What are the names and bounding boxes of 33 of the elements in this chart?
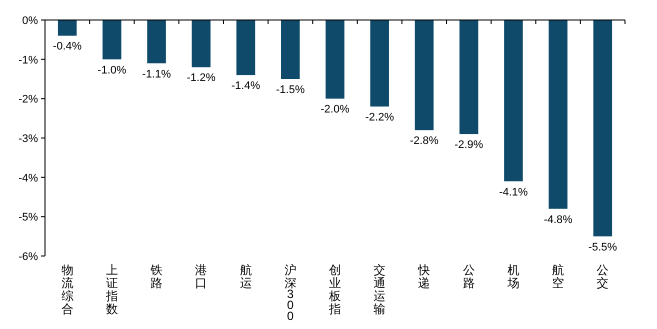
data-label: -1.2%	[186, 72, 216, 84]
data-label: -1.4%	[231, 80, 260, 92]
y-tick-label: -1%	[18, 54, 38, 66]
x-tick-label: 物流综合	[61, 263, 74, 316]
data-label: -5.5%	[588, 241, 618, 254]
data-label: -2.9%	[454, 139, 484, 152]
x-tick-label: 航空	[552, 263, 564, 290]
y-tick-label: -4%	[18, 172, 38, 184]
x-tick-label: 交通运输	[374, 263, 386, 316]
x-tick-label: 港口	[195, 263, 208, 290]
data-label: -2.0%	[320, 104, 350, 116]
x-tick-label: 快递	[417, 263, 430, 290]
x-tick-label: 公交	[596, 263, 609, 290]
data-label: -2.8%	[410, 135, 439, 148]
x-tick-label: 机场	[506, 263, 520, 290]
x-tick-label: 铁路	[150, 263, 163, 290]
data-label: -1.5%	[276, 84, 305, 96]
x-tick-label: 上证指数	[104, 263, 118, 316]
data-label: -1.1%	[142, 68, 172, 80]
data-label: -4.1%	[499, 186, 528, 198]
x-tick-label: 公路	[462, 263, 475, 290]
y-tick-label: 0%	[22, 15, 38, 27]
x-tick-label: 沪深300	[284, 263, 296, 323]
y-tick-label: -5%	[18, 212, 38, 224]
data-label: -2.2%	[365, 112, 394, 124]
x-tick-label: 创业板指	[328, 263, 341, 316]
data-label: -0.4%	[52, 40, 82, 53]
data-label: -4.8%	[544, 214, 573, 226]
y-tick-label: -6%	[18, 251, 38, 263]
y-tick-label: -2%	[18, 94, 38, 106]
x-tick-label: 航运	[240, 263, 252, 290]
data-label: -1.0%	[98, 64, 127, 76]
y-tick-label: -3%	[18, 133, 38, 145]
